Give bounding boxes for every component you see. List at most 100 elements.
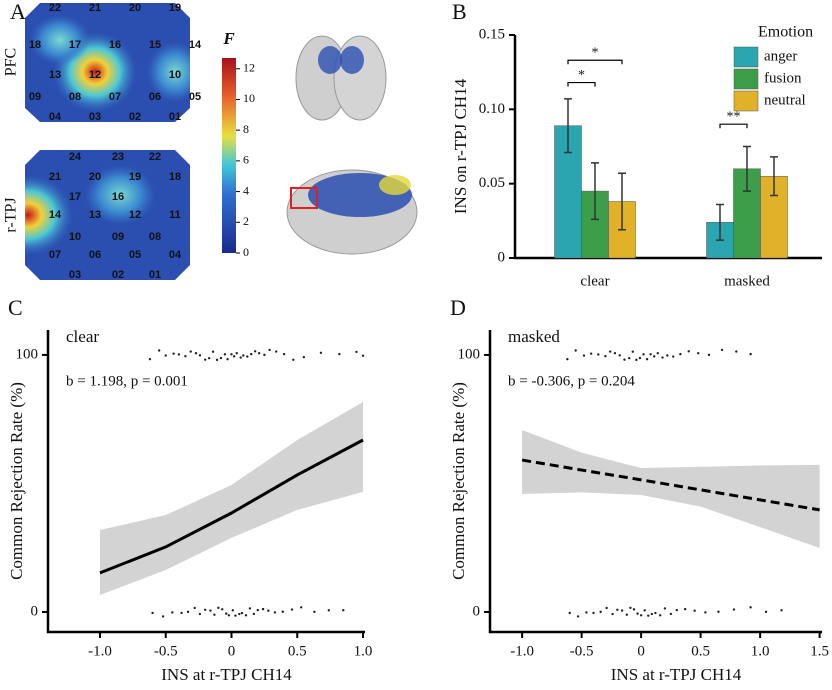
data-point [209, 609, 212, 612]
channel-label: 06 [89, 249, 101, 261]
y-tick-label: 0 [473, 603, 481, 619]
data-point [230, 353, 233, 356]
channel-label: 21 [89, 2, 101, 14]
data-point [261, 607, 265, 611]
y-tick-label: 0.15 [479, 26, 505, 42]
data-point [650, 612, 654, 616]
channel-label: 03 [69, 269, 81, 281]
data-point [239, 356, 242, 359]
legend-label: fusion [764, 70, 802, 86]
x-tick-label: 1.0 [751, 643, 770, 659]
data-point [338, 352, 341, 356]
channel-label: 01 [149, 269, 161, 281]
channel-label: 04 [49, 111, 62, 123]
channel-label: 13 [89, 209, 101, 221]
data-point [599, 610, 602, 614]
channel-label: 16 [112, 191, 124, 203]
channel-label: 08 [69, 91, 81, 103]
channel-label: 14 [49, 209, 62, 221]
data-point [629, 606, 632, 610]
x-tick-label: 0.5 [691, 643, 710, 659]
data-point [184, 354, 187, 358]
data-point [585, 611, 588, 614]
data-point [235, 351, 238, 355]
channel-label: 18 [169, 171, 181, 183]
significance-bracket [567, 59, 623, 65]
channel-label: 18 [29, 39, 41, 51]
panel-label: A [10, 0, 26, 24]
channel-label: 24 [69, 151, 82, 163]
data-point [620, 609, 624, 612]
data-point [628, 356, 631, 360]
data-point [604, 354, 607, 358]
axis [488, 330, 822, 634]
data-point [669, 612, 673, 616]
channel-label: 05 [129, 249, 141, 261]
channel-label: 05 [189, 91, 201, 103]
data-point [618, 354, 621, 357]
y-tick-label: 0.10 [479, 101, 505, 117]
data-point [355, 350, 358, 354]
channel-label: 16 [109, 39, 121, 51]
colorbar-title: F [222, 29, 235, 48]
data-point [250, 352, 253, 356]
channel-label: 07 [109, 91, 121, 103]
x-tick-label: -1.0 [88, 643, 112, 659]
data-point [172, 352, 175, 355]
data-point [157, 349, 161, 352]
data-point [649, 353, 652, 356]
data-point [717, 610, 720, 613]
panel-label: D [450, 295, 466, 320]
channel-label: 19 [169, 2, 181, 14]
data-point [198, 612, 202, 616]
channel-label: 09 [29, 91, 41, 103]
data-point [632, 608, 636, 611]
data-point [704, 611, 707, 614]
data-point [263, 353, 266, 357]
data-point [203, 358, 207, 361]
data-point [675, 608, 679, 612]
data-point [148, 357, 152, 361]
data-point [645, 357, 649, 361]
data-point [252, 612, 256, 616]
data-point [654, 611, 657, 615]
error-bar [591, 162, 599, 221]
data-point [666, 354, 669, 357]
stat-annotation: b = -0.306, p = 0.204 [508, 373, 635, 389]
data-point [302, 355, 306, 359]
error-bar [743, 145, 751, 192]
data-point [253, 350, 257, 353]
colorbar-tick-label: 0 [243, 245, 249, 259]
colorbar-tick-label: 2 [243, 214, 249, 228]
channel-label: 06 [149, 91, 161, 103]
legend-swatch [733, 90, 759, 112]
data-point [658, 614, 662, 617]
channel-label: 21 [49, 171, 61, 183]
data-point [177, 353, 181, 356]
channel-label: 11 [169, 209, 181, 221]
data-point [186, 610, 190, 614]
heatmap-name: PFC [3, 48, 20, 76]
error-bar [770, 156, 778, 197]
data-point [281, 610, 284, 613]
data-point [661, 356, 664, 359]
data-point [268, 348, 271, 352]
data-point [223, 353, 227, 356]
data-point [242, 354, 245, 357]
x-tick-label: 0.5 [288, 643, 307, 659]
y-tick-label: 0.05 [479, 175, 505, 191]
data-point [636, 612, 639, 615]
data-point [273, 611, 277, 614]
data-point [582, 354, 586, 357]
colorbar-tick-label: 6 [243, 153, 249, 167]
data-point [211, 350, 215, 353]
data-point [589, 352, 593, 355]
colorbar [222, 58, 236, 253]
colorbar-tick-label: 4 [243, 183, 249, 197]
data-point [226, 357, 229, 361]
data-point [244, 614, 248, 617]
y-axis-label: INS on r-TPJ CH14 [451, 78, 470, 214]
y-tick-label: 100 [458, 346, 481, 362]
bar [554, 125, 582, 259]
channel-label: 20 [129, 2, 141, 14]
